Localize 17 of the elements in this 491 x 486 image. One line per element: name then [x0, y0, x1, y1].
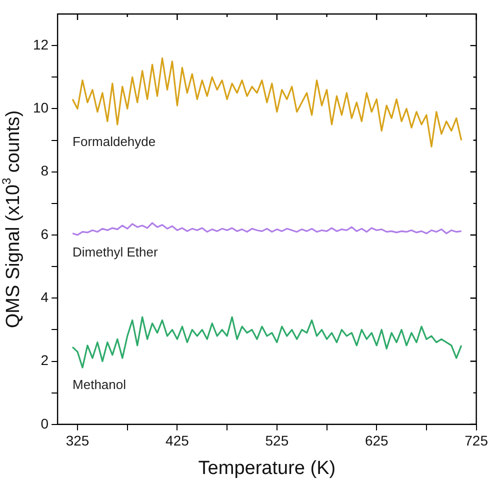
series-label: Dimethyl Ether — [72, 244, 158, 260]
y-tick-label: 6 — [40, 226, 49, 242]
series-label: Methanol — [72, 377, 126, 392]
y-tick-label: 10 — [32, 100, 49, 116]
x-tick-label: 525 — [265, 432, 289, 449]
y-tick-label: 8 — [40, 162, 49, 179]
x-axis-title: Temperature (K) — [198, 458, 336, 479]
y-tick-label: 0 — [40, 415, 49, 432]
series-label: Formaldehyde — [72, 134, 156, 150]
y-tick-label: 2 — [40, 352, 49, 368]
x-tick-label: 625 — [364, 432, 389, 449]
x-tick-label: 725 — [464, 432, 488, 449]
y-tick-label: 12 — [32, 36, 49, 52]
y-axis-title: QMS Signal (x103 counts) — [0, 110, 24, 328]
x-tick-label: 425 — [166, 432, 190, 449]
x-tick-label: 325 — [66, 432, 90, 449]
y-tick-label: 4 — [40, 288, 49, 305]
